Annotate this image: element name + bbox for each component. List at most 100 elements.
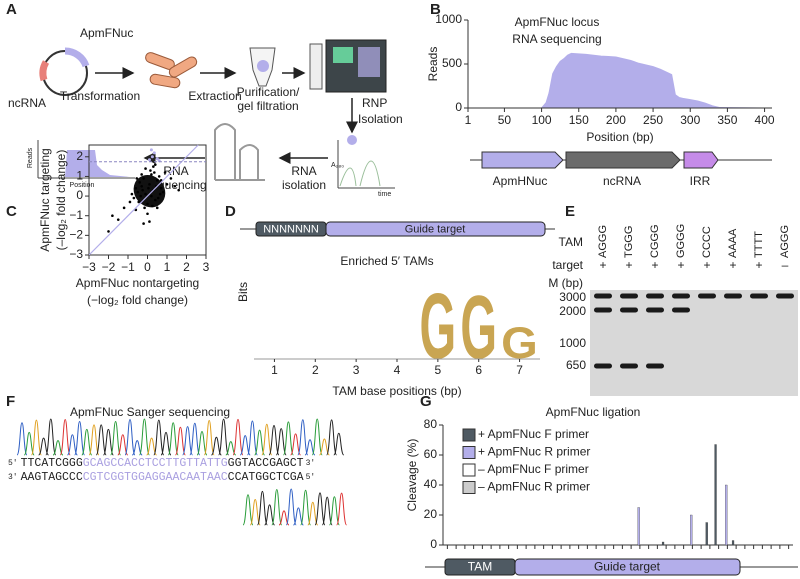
trace <box>74 420 86 456</box>
gene-label: ncRNA <box>603 174 641 188</box>
lane-target: + <box>677 258 684 272</box>
y-tick-label: 2 <box>76 149 83 163</box>
point <box>165 182 169 186</box>
gel-band <box>594 307 612 313</box>
point <box>146 212 149 216</box>
step-label: Extraction <box>188 89 241 103</box>
point <box>116 218 120 221</box>
trace <box>218 418 230 456</box>
y-tick-label: 40 <box>424 477 438 491</box>
x-tick-label: 3 <box>203 260 210 274</box>
y-axis-label: ApmFNuc targeting <box>38 148 52 251</box>
trace <box>110 420 122 456</box>
guide-box <box>514 558 741 576</box>
gene <box>481 151 564 169</box>
gel-band <box>672 307 690 313</box>
chart-title: RNA sequencing <box>512 32 601 46</box>
x-tick-label: 5 <box>435 363 442 377</box>
trace <box>210 436 222 456</box>
lane-label: GGGG <box>675 224 687 258</box>
trace <box>326 419 338 456</box>
point <box>135 177 139 180</box>
trace <box>275 428 287 456</box>
panel-label: F <box>6 393 15 410</box>
gel-band <box>646 363 664 369</box>
point-highlight <box>149 148 153 152</box>
point <box>140 184 143 188</box>
trace <box>16 422 28 456</box>
point <box>132 196 136 200</box>
y-tick-label: 60 <box>424 447 438 461</box>
gel-band <box>620 307 638 313</box>
lane-target: + <box>651 258 658 272</box>
point <box>153 171 156 174</box>
lane-target: + <box>625 258 632 272</box>
end: 3′ <box>8 473 18 482</box>
x-tick-label: 1 <box>164 260 171 274</box>
step-label: Transformation <box>60 89 140 103</box>
ladder-label: 3000 <box>559 290 586 304</box>
bar <box>731 540 735 546</box>
trace <box>268 424 280 456</box>
trace <box>45 418 57 456</box>
gel-image <box>590 290 798 396</box>
x-tick-label: 200 <box>606 113 626 127</box>
point <box>157 175 161 178</box>
y-tick-label: 1000 <box>435 12 462 26</box>
chart-title: ApmFNuc locus <box>515 15 600 29</box>
point-highlight <box>152 151 156 155</box>
panel-letters: A B C D E F G <box>6 1 575 410</box>
bar <box>714 444 717 546</box>
point <box>137 200 141 204</box>
point <box>140 173 143 176</box>
lane-target: + <box>755 258 762 272</box>
legend-label: + ApmFNuc R primer <box>478 445 590 459</box>
point <box>154 163 157 166</box>
point <box>150 194 153 198</box>
axis-label: Position <box>70 182 95 189</box>
trace <box>290 433 302 456</box>
point-highlight <box>155 157 159 161</box>
bar <box>637 507 640 546</box>
trace <box>333 432 345 456</box>
sanger-title: ApmFNuc Sanger sequencing <box>70 405 230 419</box>
step-label: RNP <box>362 96 387 110</box>
gel-band <box>698 293 716 299</box>
sanger: ApmFNuc Sanger sequencing 5′ TTCATCGGGGCA… <box>8 405 348 526</box>
trace <box>102 428 114 456</box>
legend-swatch <box>462 428 476 442</box>
tam-header: NNNNNNN Guide target <box>240 221 555 237</box>
trace <box>131 440 143 456</box>
x-tick-label: 400 <box>755 113 775 127</box>
trace <box>167 422 179 456</box>
point <box>144 192 147 196</box>
point <box>148 182 151 186</box>
point <box>144 167 147 170</box>
point-highlight <box>150 155 154 159</box>
trace <box>293 507 304 526</box>
plasmid-rna <box>39 60 50 82</box>
trace <box>297 419 309 456</box>
point <box>155 179 159 182</box>
step-label: isolation <box>282 178 326 192</box>
gel-band <box>646 293 664 299</box>
instrument-panel <box>358 47 380 77</box>
x-axis-label: ApmFNuc nontargeting <box>76 276 199 290</box>
x-tick-label: 100 <box>532 113 552 127</box>
trace <box>319 438 330 456</box>
trace <box>314 492 326 526</box>
seq: AAGTAGCCC <box>21 471 83 484</box>
gel-band <box>620 293 638 299</box>
label: ncRNA <box>8 96 46 110</box>
trace <box>232 418 244 456</box>
trace <box>300 489 312 526</box>
seq: GGTACCGAGCT <box>228 457 304 470</box>
x-axis-label: Position (bp) <box>586 130 653 144</box>
lane-target: + <box>599 258 606 272</box>
gel-band <box>724 293 742 299</box>
x-tick-label: 4 <box>394 363 401 377</box>
gel-label: M (bp) <box>548 276 583 290</box>
trace <box>153 419 165 456</box>
y-axis-label: Cleavage (%) <box>405 439 419 512</box>
cells <box>145 52 198 89</box>
